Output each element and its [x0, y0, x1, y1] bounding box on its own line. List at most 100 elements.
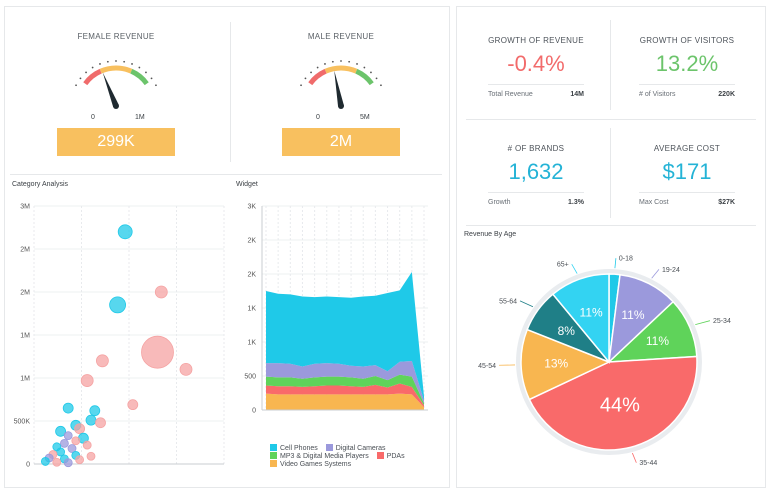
male-revenue-gauge: MALE REVENUE 0 5M 2M	[282, 30, 400, 156]
gauge-tick	[85, 71, 87, 74]
area-series-digital-cameras	[266, 361, 424, 404]
gauge-tick	[106, 60, 109, 63]
gauge-tick	[348, 60, 351, 63]
gauge-tick	[331, 60, 334, 63]
kpi-value: 1,632	[508, 159, 564, 184]
widget-chart-legend: Cell Phones Digital CamerasMP3 & Digital …	[270, 444, 440, 468]
scatter-point	[52, 457, 62, 467]
pie-slice-65+	[551, 273, 610, 365]
kpi-average-cost: AVERAGE COST $171 Max Cost $27K	[617, 130, 757, 220]
area-y-tick-label: 1K	[247, 340, 256, 347]
gauge-tick	[340, 60, 342, 62]
pie-age-label: 25-34	[713, 318, 731, 325]
scatter-point	[75, 455, 84, 465]
gauge-tick	[304, 77, 307, 80]
gauge-arc-segment	[99, 65, 133, 74]
legend-item: Cell Phones	[270, 444, 318, 452]
gauge-max-label: 5M	[360, 114, 370, 121]
scatter-point	[60, 438, 69, 448]
legend-label: PDAs	[386, 453, 405, 460]
gauge-tick	[150, 77, 153, 80]
kpi-foot-label: Max Cost	[639, 199, 669, 206]
kpi-growth-of-visitors: GROWTH OF VISITORS 13.2% # of Visitors 22…	[617, 22, 757, 112]
scatter-point	[67, 444, 77, 453]
legend-swatch	[270, 460, 277, 467]
scatter-y-tick-label: 1M	[20, 376, 30, 383]
legend-swatch	[270, 444, 277, 451]
legend-swatch	[325, 444, 333, 451]
pie-age-label: 0-18	[619, 256, 633, 263]
area-chart-title: Widget	[236, 181, 258, 188]
pie-slice-percent-label: 11%	[621, 308, 644, 322]
gauge-arc-segment	[130, 68, 149, 86]
area-y-tick-label: 500	[244, 374, 256, 381]
pie-top-divider	[466, 225, 756, 226]
kpi-row-divider	[466, 119, 756, 120]
pie-label-leader	[571, 263, 578, 274]
gauge-needle	[334, 70, 344, 107]
gauge-tick	[316, 66, 319, 69]
area-series-video-games-systems	[266, 393, 424, 410]
gauge-tick	[380, 84, 382, 87]
kpi-foot-label: Growth	[488, 199, 511, 206]
gauge-tick	[363, 66, 366, 69]
legend-label: Video Games Systems	[280, 461, 352, 468]
gauge-tick	[370, 71, 372, 74]
gauge-needle-hub	[338, 103, 344, 109]
gauge-tick	[79, 77, 82, 80]
gauge-tick	[155, 84, 157, 87]
scatter-point	[55, 425, 66, 437]
gauge-tick	[300, 84, 302, 87]
scatter-y-tick-label: 3M	[20, 204, 30, 211]
gauge-tick	[123, 60, 126, 63]
gauge-min-label: 0	[316, 114, 320, 121]
gauge-title: MALE REVENUE	[307, 32, 375, 41]
area-series-mp3-digital-media-players	[266, 374, 424, 406]
male-gauge-dial	[300, 60, 382, 109]
legend-swatch	[376, 452, 384, 459]
gauge-tick	[115, 60, 117, 62]
scatter-point	[63, 458, 73, 468]
scatter-point	[141, 335, 174, 369]
scatter-point	[95, 417, 106, 429]
revenue-by-age-pie-chart: 0-18 11% 19-24 11% 25-34 44% 35-44 13% 45-54 8% 55…	[478, 256, 731, 468]
scatter-point	[127, 399, 139, 411]
pie-slice-percent-label: 8%	[558, 324, 576, 338]
pie-slice-45-54	[520, 328, 611, 401]
scatter-point	[41, 457, 50, 466]
pie-label-leader	[614, 258, 617, 269]
scatter-chart-title: Category Analysis	[12, 181, 69, 188]
gauge-value: 2M	[282, 128, 400, 156]
pie-age-label: 55-64	[499, 298, 517, 305]
legend-label: MP3 & Digital Media Players	[280, 453, 369, 460]
legend-swatch	[270, 452, 277, 459]
kpi-footer: Total Revenue 14M	[488, 84, 584, 98]
scatter-point	[179, 362, 193, 376]
pie-slice-percent-label: 44%	[600, 395, 640, 417]
kpi-footer: # of Visitors 220K	[639, 84, 735, 98]
scatter-y-tick-label: 0	[26, 462, 30, 469]
gauge-tick	[356, 63, 358, 65]
scatter-point	[82, 440, 92, 450]
kpi-foot-value: 1.3%	[568, 199, 584, 206]
gauge-tick	[91, 66, 94, 69]
scatter-y-tick-label: 2M	[20, 290, 30, 297]
scatter-y-tick-label: 500K	[14, 419, 31, 426]
pie-label-leader	[632, 452, 637, 463]
widget-area-chart: 0 500 1K 1K 2K 2K 3K	[244, 204, 428, 415]
legend-item: Digital Cameras	[325, 444, 386, 452]
gauge-value: 299K	[57, 128, 175, 156]
pie-chart-title: Revenue By Age	[464, 231, 517, 238]
scatter-point	[89, 405, 101, 417]
scatter-point	[71, 436, 81, 446]
pie-age-label: 65+	[557, 262, 569, 269]
area-series-cell-phones	[266, 271, 424, 401]
gauge-needle	[102, 72, 119, 108]
area-y-tick-label: 2K	[247, 238, 256, 245]
pie-age-label: 45-54	[478, 363, 496, 370]
gauge-tick	[138, 66, 141, 69]
kpi-title: GROWTH OF VISITORS	[639, 36, 735, 45]
legend-item: Video Games Systems	[270, 460, 351, 468]
legend-item: PDAs	[376, 452, 405, 460]
pie-slice-percent-label: 13%	[544, 357, 568, 371]
